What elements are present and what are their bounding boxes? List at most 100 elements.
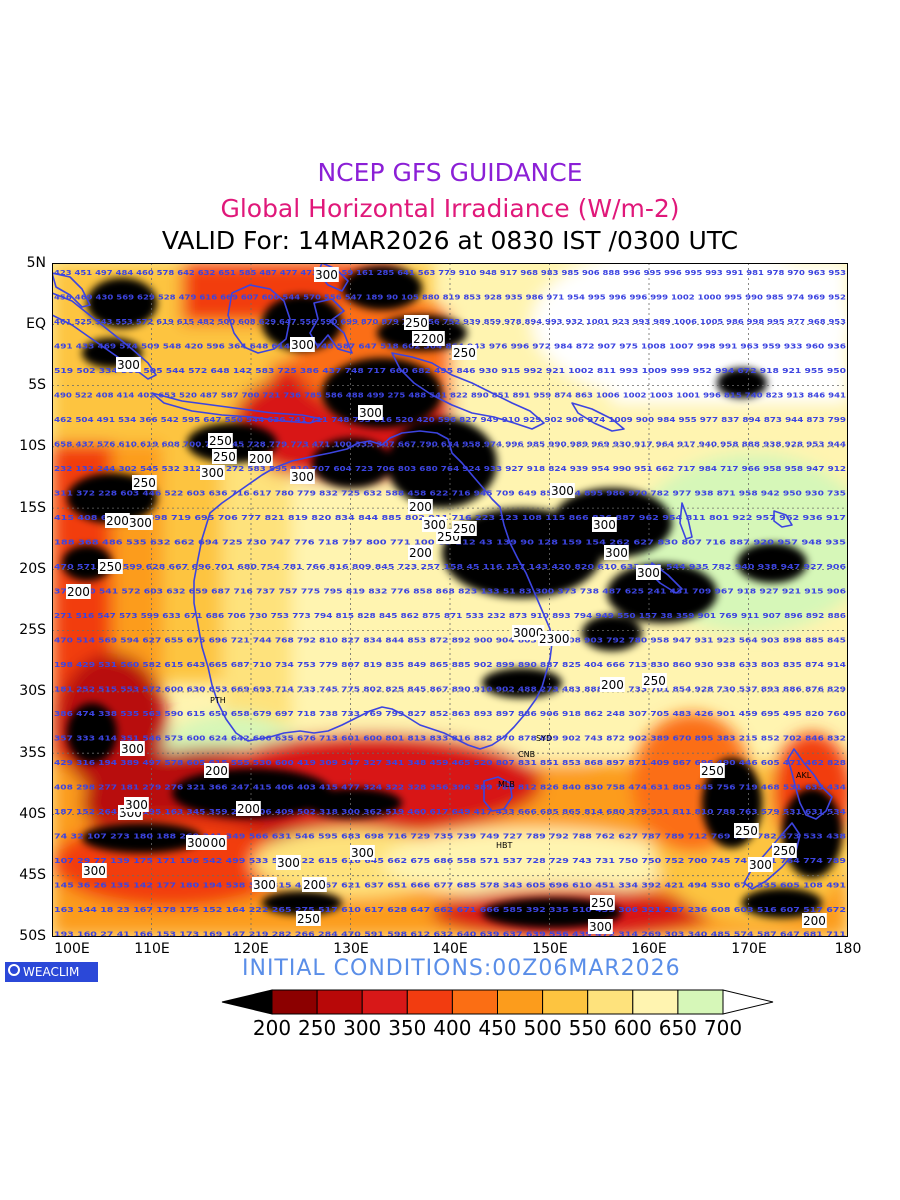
obs-row: 374 510 541 572 603 632 659 687 716 737 … [54,588,846,596]
obs-row: 145 36 26 135 142 177 180 194 538 306 31… [54,882,846,890]
lat-label-35s: 35S [19,745,46,761]
contour-label: 300 [116,357,141,372]
contour-label: 300 [350,845,375,860]
svg-text:250: 250 [133,476,156,490]
obs-row: 386 474 338 535 563 590 615 650 658 679 … [54,710,846,718]
contour-label: 250 [700,763,725,778]
obs-row: 74 32 107 273 180 188 269 341 349 566 63… [54,833,846,841]
colorbar-label: 300 [343,1016,382,1040]
svg-text:250: 250 [213,450,236,464]
contour-label: 300 [588,919,613,934]
svg-text:250: 250 [453,346,476,360]
svg-text:250: 250 [591,896,614,910]
colorbar-label: 550 [568,1016,607,1040]
lat-label-5n: 5N [26,255,46,271]
contour-label: 250 [452,345,477,360]
title-line-3: VALID For: 14MAR2026 at 0830 IST /0300 U… [161,226,739,255]
obs-row: 198 429 531 560 582 615 643 665 687 710 … [54,661,846,669]
svg-text:300: 300 [83,864,106,878]
obs-row: 107 29 77 139 175 171 196 542 499 533 55… [54,857,846,865]
colorbar-label: 350 [388,1016,427,1040]
svg-text:300: 300 [129,516,152,530]
colorbar-label: 200 [252,1016,292,1040]
contour-label: 200 [66,584,91,599]
weaclim-logo: WEACLIM [5,962,98,982]
colorbar-box [497,989,544,1015]
obs-row: 163 144 18 23 167 178 175 152 164 222 26… [54,906,846,914]
contour-label: 300 [128,515,153,530]
contour-label: 250 [98,559,123,574]
svg-text:300: 300 [291,338,314,352]
obs-row: 423 451 497 484 460 578 642 632 651 585 … [54,269,846,277]
colorbar-label: 650 [658,1016,697,1040]
svg-text:300: 300 [117,358,140,372]
coastline-malay [52,272,91,308]
obs-row: 470 571 548 599 628 667 696 701 680 754 … [54,563,846,571]
colorbar-box [542,989,589,1015]
contour-label: 300 [422,517,447,532]
contour-label: 250 [772,843,797,858]
lat-label-25s: 25S [19,622,46,638]
obs-row: 311 372 228 603 446 522 603 636 716 617 … [54,490,846,498]
contour-label: 300 [636,565,661,580]
svg-text:200: 200 [421,332,444,346]
svg-text:200: 200 [409,500,432,514]
contour-label: 250 [296,911,321,926]
obs-row: 658 437 576 610 619 608 700 705 745 728 … [54,441,846,449]
colorbar-low-tip [221,989,273,1015]
station-mlb: MLB [498,780,515,789]
coastline-vanuatu [679,502,693,540]
contour-label: 200 [204,763,229,778]
coastline-new-guinea [391,352,545,430]
contour-label: 300 [358,405,383,420]
svg-text:300: 300 [253,878,276,892]
station-akl: AKL [796,771,812,780]
contour-label: 200 [600,677,625,692]
logo-ring-icon [8,964,20,976]
colorbar-box [587,989,634,1015]
contour-label: 250 [212,449,237,464]
colorbar-label: 600 [613,1016,652,1040]
lat-label-20s: 20S [19,561,46,577]
lon-label-150e: 150E [532,941,568,957]
svg-text:300: 300 [593,518,616,532]
contour-label: 250 [590,895,615,910]
svg-text:250: 250 [297,912,320,926]
contour-label: 300 [120,741,145,756]
colorbar-box [406,989,453,1015]
lat-label-eq: EQ [26,316,46,332]
svg-text:250: 250 [209,434,232,448]
svg-text:300: 300 [187,836,210,850]
lat-label-15s: 15S [19,500,46,516]
contour-label: 250 [734,823,759,838]
obs-row: 193 160 27 41 166 153 173 169 147 219 28… [54,931,846,938]
station-pth: PTH [210,696,226,705]
colorbar-box [361,989,408,1015]
svg-text:200: 200 [303,878,326,892]
contour-label: 300 [604,545,629,560]
lat-label-10s: 10S [19,438,46,454]
contour-label: 250 [642,673,667,688]
svg-text:200: 200 [106,514,129,528]
svg-text:2300: 2300 [539,632,570,646]
svg-text:300: 300 [315,268,338,282]
obs-row: 461 525 543 553 572 619 615 482 500 608 … [54,318,846,326]
title-line-2: Global Horizontal Irradiance (W/m-2) [220,194,680,223]
svg-text:200: 200 [249,452,272,466]
svg-text:300: 300 [277,856,300,870]
lat-label-50s: 50S [19,928,46,944]
svg-text:250: 250 [99,560,122,574]
contour-label: 300 [550,483,575,498]
svg-text:300: 300 [605,546,628,560]
svg-text:250: 250 [643,674,666,688]
obs-row: 456 469 430 569 629 528 479 616 669 607 … [54,294,846,302]
coastline-fiji [773,510,793,528]
obs-row: 491 433 469 574 509 548 420 596 364 648 … [54,343,846,351]
svg-text:300: 300 [291,470,314,484]
contour-label: 300 [186,835,211,850]
coastline-tasmania [483,776,513,812]
colorbar-high-tip [722,989,774,1015]
lat-label-45s: 45S [19,867,46,883]
svg-text:300: 300 [359,406,382,420]
svg-text:200: 200 [237,802,260,816]
